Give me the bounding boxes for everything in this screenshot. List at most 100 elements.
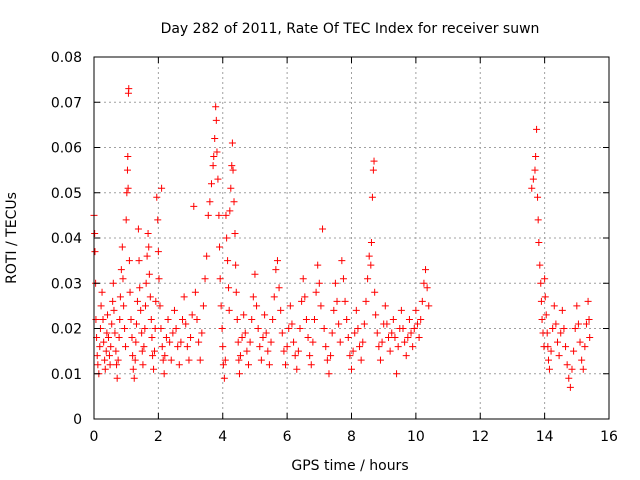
data-point <box>213 148 221 156</box>
data-point <box>133 297 141 305</box>
data-point <box>233 315 241 323</box>
data-point <box>170 306 178 314</box>
data-point <box>188 311 196 319</box>
data-point <box>314 261 322 269</box>
data-point <box>267 338 275 346</box>
data-point <box>578 356 586 364</box>
data-point <box>143 252 151 260</box>
data-point <box>125 257 133 265</box>
data-point <box>152 297 160 305</box>
data-point <box>405 315 413 323</box>
data-point <box>528 184 536 192</box>
data-point <box>224 257 232 265</box>
data-point <box>349 347 357 355</box>
data-point <box>570 347 578 355</box>
data-point <box>100 338 108 346</box>
data-point <box>301 293 309 301</box>
data-point <box>571 325 579 332</box>
data-point <box>104 311 112 319</box>
data-point <box>166 338 174 346</box>
data-point <box>310 315 318 323</box>
data-point <box>562 343 570 351</box>
chart-title: Day 282 of 2011, Rate Of TEC Index for r… <box>161 21 540 37</box>
data-point <box>172 325 180 332</box>
data-point <box>273 257 281 265</box>
data-point <box>241 329 249 337</box>
data-point <box>230 198 238 206</box>
x-tick-label: 16 <box>600 429 618 445</box>
data-point <box>351 329 359 337</box>
data-point <box>151 347 159 355</box>
data-point <box>110 306 118 314</box>
data-point <box>125 85 133 93</box>
data-point <box>549 325 557 332</box>
data-point <box>109 279 117 287</box>
data-point <box>376 356 384 364</box>
data-point <box>109 297 117 305</box>
data-point <box>115 334 123 342</box>
data-point <box>409 343 417 351</box>
data-point <box>116 315 124 323</box>
data-point <box>210 153 218 161</box>
data-point <box>191 288 199 296</box>
data-point <box>412 306 420 314</box>
data-point <box>126 288 134 296</box>
data-point <box>364 275 372 283</box>
data-point <box>285 325 293 332</box>
data-point <box>148 334 156 342</box>
data-point <box>220 374 228 382</box>
data-point <box>302 315 310 323</box>
data-point <box>307 361 315 369</box>
data-point <box>265 361 273 369</box>
data-point <box>198 329 206 337</box>
data-point <box>123 189 131 197</box>
data-point <box>215 211 223 219</box>
data-point <box>333 297 341 305</box>
data-point <box>264 347 272 355</box>
data-point <box>134 225 142 233</box>
data-point <box>226 207 234 215</box>
data-point <box>175 361 183 369</box>
data-point <box>393 370 401 378</box>
data-point <box>155 275 163 283</box>
data-point <box>158 343 166 351</box>
data-point <box>145 270 153 278</box>
data-point <box>401 338 409 346</box>
data-point <box>248 315 256 323</box>
data-point <box>209 162 217 170</box>
data-point <box>130 374 138 382</box>
data-point <box>147 315 155 323</box>
data-point <box>343 315 351 323</box>
data-point <box>306 352 314 360</box>
data-point <box>555 352 563 360</box>
data-point <box>245 361 252 369</box>
data-point <box>288 320 296 328</box>
x-tick-label: 2 <box>154 429 163 445</box>
data-point <box>97 302 105 310</box>
data-point <box>371 288 379 296</box>
data-point <box>335 320 343 328</box>
data-point <box>272 266 280 274</box>
y-axis-label: ROTI / TECUs <box>4 192 20 284</box>
data-point <box>227 184 235 192</box>
data-point <box>407 329 415 337</box>
axis-ticks: 0 2 4 6 8 10 12 14 16 0 0.01 0.02 0.03 0.04 0.05 0.06 0.… <box>51 50 618 445</box>
data-point <box>529 175 537 183</box>
data-point <box>565 374 573 382</box>
y-tick-label: 0.05 <box>51 186 82 202</box>
data-point <box>131 356 139 364</box>
data-point <box>214 175 222 183</box>
data-point <box>92 315 100 323</box>
data-point <box>312 288 320 296</box>
data-point <box>584 297 592 305</box>
x-tick-label: 10 <box>407 429 425 445</box>
data-point <box>106 361 114 369</box>
data-point <box>410 325 418 332</box>
data-point <box>348 365 355 373</box>
data-point <box>383 320 391 328</box>
data-points <box>90 85 594 391</box>
data-point <box>111 329 119 337</box>
data-point <box>177 338 185 346</box>
data-point <box>139 361 147 369</box>
y-tick-label: 0.04 <box>51 231 82 247</box>
